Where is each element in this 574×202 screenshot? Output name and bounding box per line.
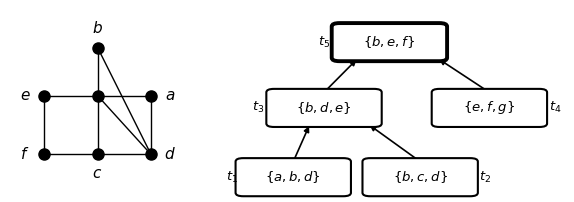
Text: $t_1$: $t_1$ [226,170,238,185]
Text: $\{b,e,f\}$: $\{b,e,f\}$ [363,34,416,50]
Text: $\{b,d,e\}$: $\{b,d,e\}$ [296,100,352,116]
Text: $t_2$: $t_2$ [479,170,491,185]
FancyBboxPatch shape [332,23,447,61]
Text: $e$: $e$ [20,89,30,103]
Text: $\{b,c,d\}$: $\{b,c,d\}$ [393,169,448,185]
FancyBboxPatch shape [432,89,547,127]
Text: $a$: $a$ [165,89,176,103]
Text: $t_5$: $t_5$ [318,35,330,50]
Text: $\{e,f,g\}$: $\{e,f,g\}$ [463,99,515,116]
Text: $d$: $d$ [164,146,176,162]
Text: $\{a,b,d\}$: $\{a,b,d\}$ [265,169,321,185]
Text: $f$: $f$ [20,146,29,162]
Text: $b$: $b$ [92,20,103,36]
Text: $c$: $c$ [92,167,103,181]
FancyBboxPatch shape [363,158,478,196]
Text: $t_3$: $t_3$ [253,100,265,116]
FancyBboxPatch shape [235,158,351,196]
Text: $t_4$: $t_4$ [549,100,561,116]
FancyBboxPatch shape [266,89,382,127]
